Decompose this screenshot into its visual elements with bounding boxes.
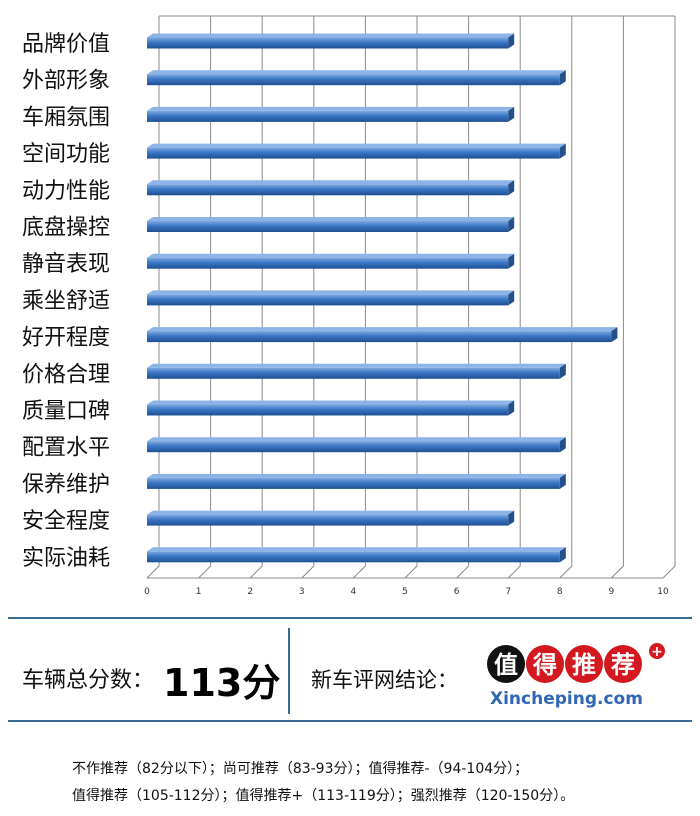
grid-line xyxy=(611,16,624,579)
logo-char-3: 推 xyxy=(572,651,596,679)
conclusion-label: 新车评网结论： xyxy=(311,668,458,692)
x-tick-labels: 0 1 2 3 4 5 6 7 8 9 10 xyxy=(144,587,669,597)
grid-line xyxy=(198,16,212,579)
x-tick-label: 2 xyxy=(247,587,253,597)
x-tick-label: 7 xyxy=(505,587,511,597)
bar xyxy=(147,33,515,49)
grid-line xyxy=(404,16,418,579)
bar xyxy=(147,400,515,416)
bar xyxy=(147,510,515,526)
x-tick-label: 1 xyxy=(196,587,202,597)
top-separator xyxy=(8,617,692,619)
x-tick-label: 10 xyxy=(657,587,669,597)
bar xyxy=(147,473,566,489)
grid-line xyxy=(249,16,263,579)
category-label: 静音表现 xyxy=(22,252,110,277)
legend-line-1: 不作推荐（82分以下）；尚可推荐（83-93分）；值得推荐-（94-104分）； xyxy=(72,761,529,777)
bar xyxy=(147,437,566,453)
bar xyxy=(147,70,566,86)
category-label: 配置水平 xyxy=(22,436,110,461)
bar xyxy=(147,290,515,306)
total-score-label: 车辆总分数： xyxy=(22,668,155,693)
category-label: 价格合理 xyxy=(22,362,110,387)
category-label: 质量口碑 xyxy=(22,399,110,424)
category-labels: 品牌价值外部形象车厢氛围空间功能动力性能底盘操控静音表现乘坐舒适好开程度价格合理… xyxy=(22,32,110,571)
x-tick-label: 5 xyxy=(402,587,408,597)
logo-char-4: 荐 xyxy=(611,651,635,679)
bar xyxy=(147,253,515,269)
score-section: 车辆总分数： 113分 新车评网结论： 值 得 推 荐 + Xincheping… xyxy=(0,628,700,716)
bar xyxy=(147,327,618,343)
category-label: 品牌价值 xyxy=(22,32,110,57)
category-label: 乘坐舒适 xyxy=(22,289,110,314)
logo-site: Xincheping.com xyxy=(490,689,643,709)
x-tick-label: 9 xyxy=(609,587,615,597)
bar xyxy=(147,363,566,379)
grid-line xyxy=(507,16,521,579)
grid-line xyxy=(353,16,366,579)
category-label: 外部形象 xyxy=(22,69,110,94)
bottom-separator xyxy=(8,720,692,722)
x-tick-label: 3 xyxy=(299,587,305,597)
bars xyxy=(147,33,618,563)
bar xyxy=(147,547,566,563)
bar-chart: 品牌价值外部形象车厢氛围空间功能动力性能底盘操控静音表现乘坐舒适好开程度价格合理… xyxy=(22,15,676,597)
legend-line-2: 值得推荐（105-112分）；值得推荐+（113-119分）；强烈推荐（120-… xyxy=(72,788,575,804)
total-score-value: 113分 xyxy=(163,661,281,705)
category-label: 好开程度 xyxy=(22,326,110,351)
logo-char-2: 得 xyxy=(532,651,557,679)
grid-line xyxy=(146,16,160,579)
category-label: 动力性能 xyxy=(22,179,110,204)
vertical-divider xyxy=(288,628,290,714)
category-label: 空间功能 xyxy=(22,142,110,167)
x-tick-label: 8 xyxy=(557,587,563,597)
logo-char-1: 值 xyxy=(494,651,518,679)
grid-line xyxy=(662,16,676,579)
grid-line xyxy=(559,16,573,579)
grid-line xyxy=(301,16,315,579)
category-label: 车厢氛围 xyxy=(22,105,110,130)
category-label: 实际油耗 xyxy=(22,546,110,571)
category-label: 保养维护 xyxy=(22,472,110,497)
x-tick-label: 4 xyxy=(351,587,357,597)
x-tick-label: 0 xyxy=(144,587,150,597)
bar xyxy=(147,217,515,232)
grid-line xyxy=(456,16,470,579)
category-label: 底盘操控 xyxy=(22,216,110,241)
x-tick-label: 6 xyxy=(454,587,460,597)
bar xyxy=(147,143,566,159)
grid-lines xyxy=(146,15,676,579)
logo-plus: + xyxy=(651,644,663,660)
category-label: 安全程度 xyxy=(22,509,110,534)
xincheping-logo: 值 得 推 荐 + Xincheping.com xyxy=(487,643,665,709)
bar xyxy=(147,180,515,196)
bar xyxy=(147,106,515,122)
